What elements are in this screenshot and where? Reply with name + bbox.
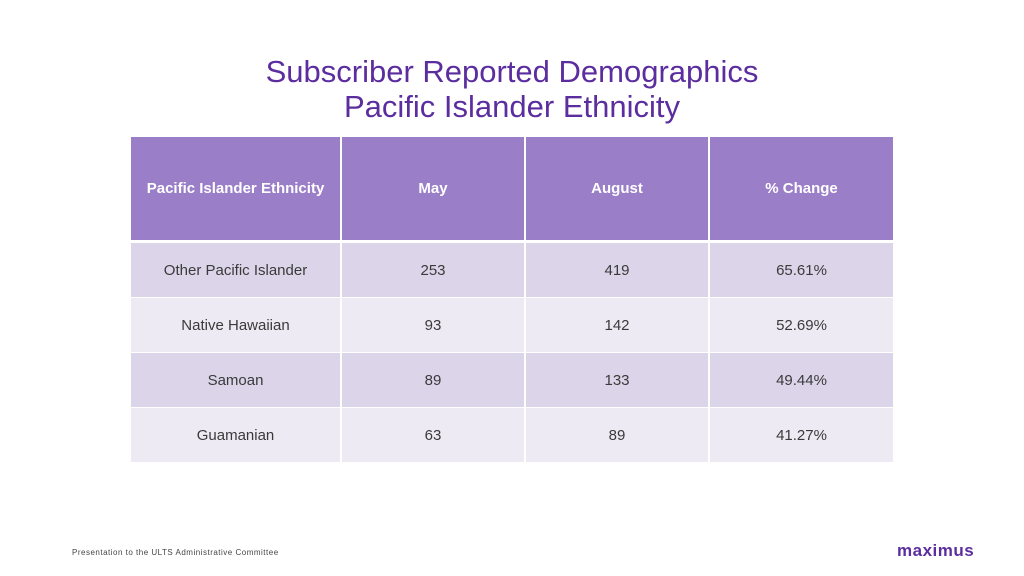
footer-text: Presentation to the ULTS Administrative … (72, 548, 279, 557)
table-row: Other Pacific Islander 253 419 65.61% (131, 243, 893, 298)
ethnicity-table: Pacific Islander Ethnicity May August % … (131, 137, 893, 463)
header-august: August (526, 137, 710, 243)
cell-may: 89 (342, 353, 526, 408)
cell-may: 253 (342, 243, 526, 298)
cell-august: 89 (526, 408, 710, 463)
slide-title-line2: Pacific Islander Ethnicity (344, 89, 680, 124)
maximus-logo: maximus (897, 541, 975, 560)
cell-percent-change: 52.69% (710, 298, 893, 353)
cell-ethnicity: Samoan (131, 353, 342, 408)
cell-ethnicity: Native Hawaiian (131, 298, 342, 353)
cell-percent-change: 49.44% (710, 353, 893, 408)
table-row: Guamanian 63 89 41.27% (131, 408, 893, 463)
header-ethnicity: Pacific Islander Ethnicity (131, 137, 342, 243)
cell-percent-change: 65.61% (710, 243, 893, 298)
header-may: May (342, 137, 526, 243)
cell-may: 63 (342, 408, 526, 463)
cell-percent-change: 41.27% (710, 408, 893, 463)
cell-may: 93 (342, 298, 526, 353)
table-row: Samoan 89 133 49.44% (131, 353, 893, 408)
cell-ethnicity: Guamanian (131, 408, 342, 463)
slide-title-line1: Subscriber Reported Demographics (265, 54, 759, 89)
cell-ethnicity: Other Pacific Islander (131, 243, 342, 298)
table-row: Native Hawaiian 93 142 52.69% (131, 298, 893, 353)
cell-august: 419 (526, 243, 710, 298)
header-percent-change: % Change (710, 137, 893, 243)
slide-title: Subscriber Reported Demographics Pacific… (0, 54, 1024, 124)
table-header-row: Pacific Islander Ethnicity May August % … (131, 137, 893, 243)
cell-august: 142 (526, 298, 710, 353)
cell-august: 133 (526, 353, 710, 408)
